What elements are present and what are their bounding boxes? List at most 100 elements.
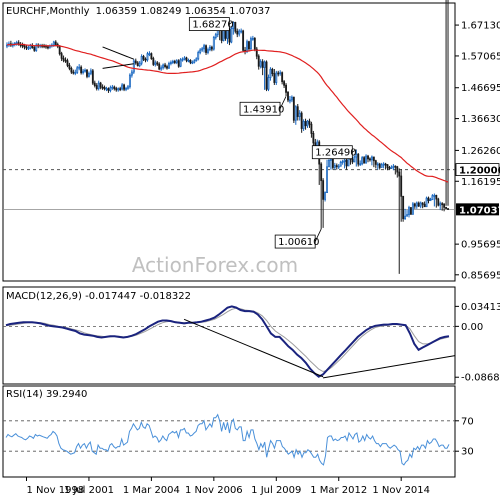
rsi-line [5, 413, 450, 466]
candle-body [328, 159, 330, 168]
candle-body [242, 30, 245, 51]
price-tick-label: 0.85695 [461, 270, 500, 281]
ohlc-values: 1.06359 1.08249 1.06354 1.07037 [96, 6, 271, 17]
candle-body [253, 37, 256, 50]
candle-body [144, 58, 147, 61]
candle-body [66, 60, 69, 66]
price-panel-frame [2, 2, 456, 282]
candle-body [359, 163, 362, 166]
rsi-tick-label: 70 [461, 416, 474, 427]
candle-body [365, 155, 367, 164]
candle-body [341, 161, 344, 164]
candle-body [191, 61, 194, 64]
candle-body [210, 46, 213, 50]
candle-body [351, 158, 354, 163]
last-price-label: 1.07037 [459, 205, 500, 216]
level-label-box [455, 163, 500, 177]
candle-body [363, 157, 366, 164]
rsi-series [3, 413, 455, 466]
candle-body [255, 48, 258, 57]
candle-body [179, 59, 182, 67]
candle-body [361, 157, 364, 165]
candle-body [267, 77, 270, 90]
candle-body [58, 45, 61, 55]
candle-body [433, 194, 436, 197]
candle-body [300, 112, 303, 129]
candle-body [290, 96, 293, 101]
candle-body [289, 99, 291, 102]
x-tick-label: 1 Jul 2001 [64, 485, 114, 496]
macd-y-axis: 0.034137 0.00 -0.086845 [455, 302, 500, 384]
annotation-leader [314, 228, 322, 242]
candle-body [380, 164, 383, 168]
candle-body [421, 202, 424, 205]
price-y-axis: 1.67130 1.57065 1.46695 1.36630 1.26260 1.161… [455, 21, 500, 281]
candle-body [369, 158, 371, 161]
rsi-y-axis: 70 30 [455, 416, 474, 458]
x-tick-label: 1 Nov 2006 [185, 485, 243, 496]
candle-body [78, 66, 81, 69]
candle-body [308, 120, 311, 125]
candle-body [156, 62, 159, 65]
candle-body [207, 49, 209, 53]
candle-body [150, 53, 153, 59]
candle-body [287, 91, 289, 101]
candle-body [335, 165, 338, 168]
candle-body [88, 72, 90, 77]
candle-body [228, 28, 231, 43]
x-tick-label: 1 Nov 1998 [26, 485, 84, 496]
candle-body [62, 57, 65, 61]
candle-body [388, 167, 391, 170]
candle-body [169, 62, 172, 64]
candle-body [429, 199, 432, 202]
candle-body [413, 203, 416, 207]
candle-body [447, 208, 449, 210]
symbol-label: EURCHF [6, 6, 47, 17]
candle-body [197, 52, 200, 60]
candle-body [173, 60, 176, 63]
candle-body [400, 175, 403, 197]
x-tick-label: 1 Mar 2012 [310, 485, 367, 496]
candle-body [54, 41, 57, 45]
candle-body [378, 163, 381, 168]
candle-body [372, 156, 375, 162]
candle-body [164, 64, 166, 67]
candle-body [273, 73, 276, 83]
candle-body [246, 41, 248, 52]
rsi-tick-label: 30 [461, 447, 474, 458]
candle-body [263, 61, 266, 68]
candle-body [367, 155, 369, 160]
candle-body [292, 96, 295, 121]
macd-panel-frame [2, 286, 456, 385]
price-tick-label: 1.36630 [461, 114, 500, 125]
candle-body [339, 161, 342, 167]
candle-body [160, 67, 163, 70]
candle-body [72, 71, 75, 74]
candle-body [294, 106, 297, 121]
candle-body [103, 87, 106, 90]
candle-body [33, 47, 36, 51]
candle-body [115, 88, 118, 91]
candle-body [396, 166, 399, 173]
annotation-box [274, 234, 316, 249]
annotation-label: 1.68270 [192, 20, 233, 31]
candle-body [408, 207, 410, 216]
candle-body [337, 165, 340, 168]
candle-body [419, 202, 422, 207]
candle-body [384, 163, 387, 166]
macd-series [3, 305, 456, 379]
candle-body [320, 163, 323, 182]
candle-body [82, 70, 85, 74]
x-tick-label: 1 Jul 2009 [251, 485, 301, 496]
candle-body [148, 53, 151, 56]
macd-tick-label: 0.034137 [461, 302, 500, 313]
candle-body [230, 28, 233, 43]
candle-body [6, 44, 8, 47]
candle-body [345, 159, 348, 167]
triangle-upper [102, 46, 135, 60]
candle-body [162, 64, 165, 69]
candle-body [89, 70, 92, 74]
candle-body [238, 30, 241, 35]
candle-body [406, 214, 408, 217]
moving-average-series [6, 43, 449, 183]
